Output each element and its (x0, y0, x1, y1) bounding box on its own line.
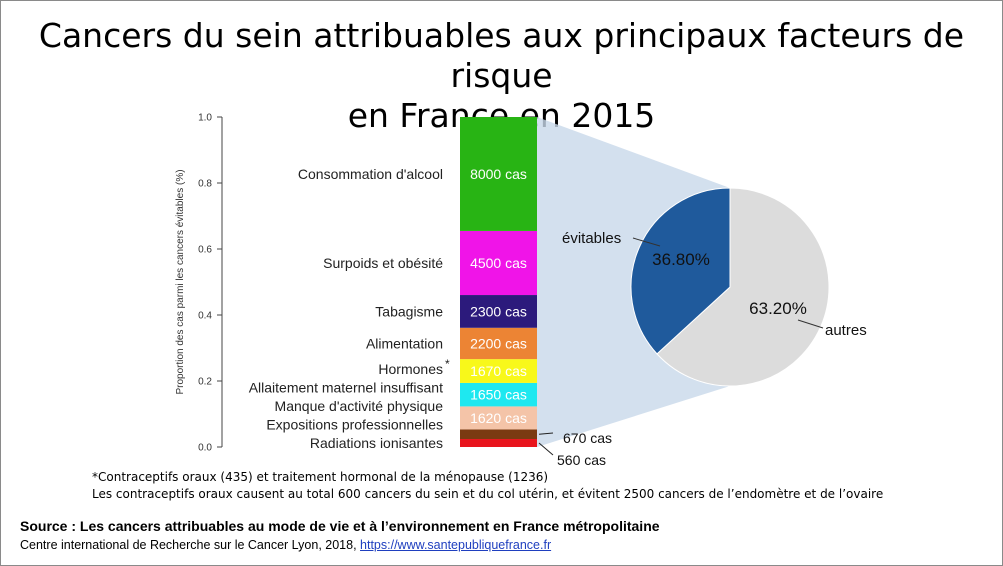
bar-segment (460, 382, 537, 407)
source-link[interactable]: https://www.santepubliquefrance.fr (360, 538, 552, 552)
bar-segment (460, 117, 537, 231)
bar-value-label: 1670 cas (470, 363, 527, 379)
pie-slice (630, 187, 731, 355)
bar-segment (460, 406, 537, 430)
bar-segment (460, 359, 537, 383)
bar-value-label: 4500 cas (470, 255, 527, 271)
footnote-contraceptives: Les contraceptifs oraux causent au total… (92, 487, 884, 501)
pie-category-label: autres (825, 322, 867, 339)
pie-leader-line (632, 237, 661, 247)
pie-value-label: 36.80% (652, 250, 710, 269)
bar-segment (460, 327, 537, 360)
source-title: Source : Les cancers attribuables au mod… (20, 518, 660, 534)
category-label-marker: * (445, 357, 450, 371)
bar-value-label: 2200 cas (470, 335, 527, 351)
bar-value-label: 8000 cas (470, 166, 527, 182)
y-axis-tick-label: 0.0 (198, 443, 212, 454)
bar-segment (460, 230, 537, 296)
category-label: Tabagisme (375, 303, 443, 319)
pie-leader-line (797, 319, 824, 329)
bar-value-leader-line (538, 432, 554, 435)
source-text: Centre international de Recherche sur le… (20, 538, 357, 552)
footnote-hormones: *Contraceptifs oraux (435) et traitement… (92, 470, 549, 484)
bar-segment (460, 439, 537, 447)
title-line-1: Cancers du sein attribuables aux princip… (38, 16, 965, 95)
category-label: Alimentation (366, 335, 443, 351)
category-label: Manque d'activité physique (275, 398, 444, 414)
source-line: Centre international de Recherche sur le… (20, 538, 551, 552)
bar-value-label: 670 cas (563, 430, 612, 446)
category-label: Allaitement maternel insuffisant (249, 380, 443, 396)
category-label: Surpoids et obésité (323, 255, 443, 271)
bar-value-leader-line (538, 442, 554, 456)
bar-value-label: 1620 cas (470, 410, 527, 426)
pie-value-label: 63.20% (749, 299, 807, 318)
bar-value-label: 2300 cas (470, 303, 527, 319)
y-axis-tick-label: 0.6 (198, 245, 212, 256)
slide-title: Cancers du sein attribuables aux princip… (0, 16, 1003, 136)
y-axis-tick-label: 0.4 (198, 311, 212, 322)
category-label: Consommation d'alcool (298, 166, 443, 182)
bar-value-label: 1650 cas (470, 387, 527, 403)
y-axis-tick-label: 1.0 (198, 113, 212, 124)
pie-category-label: évitables (562, 230, 621, 247)
bar-segment (460, 295, 537, 328)
y-axis-tick-label: 0.2 (198, 377, 212, 388)
y-axis-label: Proportion des cas parmi les cancers évi… (175, 169, 186, 394)
category-label: Radiations ionisantes (310, 435, 443, 451)
bar-segment (460, 429, 537, 440)
y-axis-tick-label: 0.8 (198, 179, 212, 190)
category-label: Expositions professionnelles (266, 417, 443, 433)
category-label: Hormones (378, 361, 443, 377)
bar-value-label: 560 cas (557, 452, 606, 468)
